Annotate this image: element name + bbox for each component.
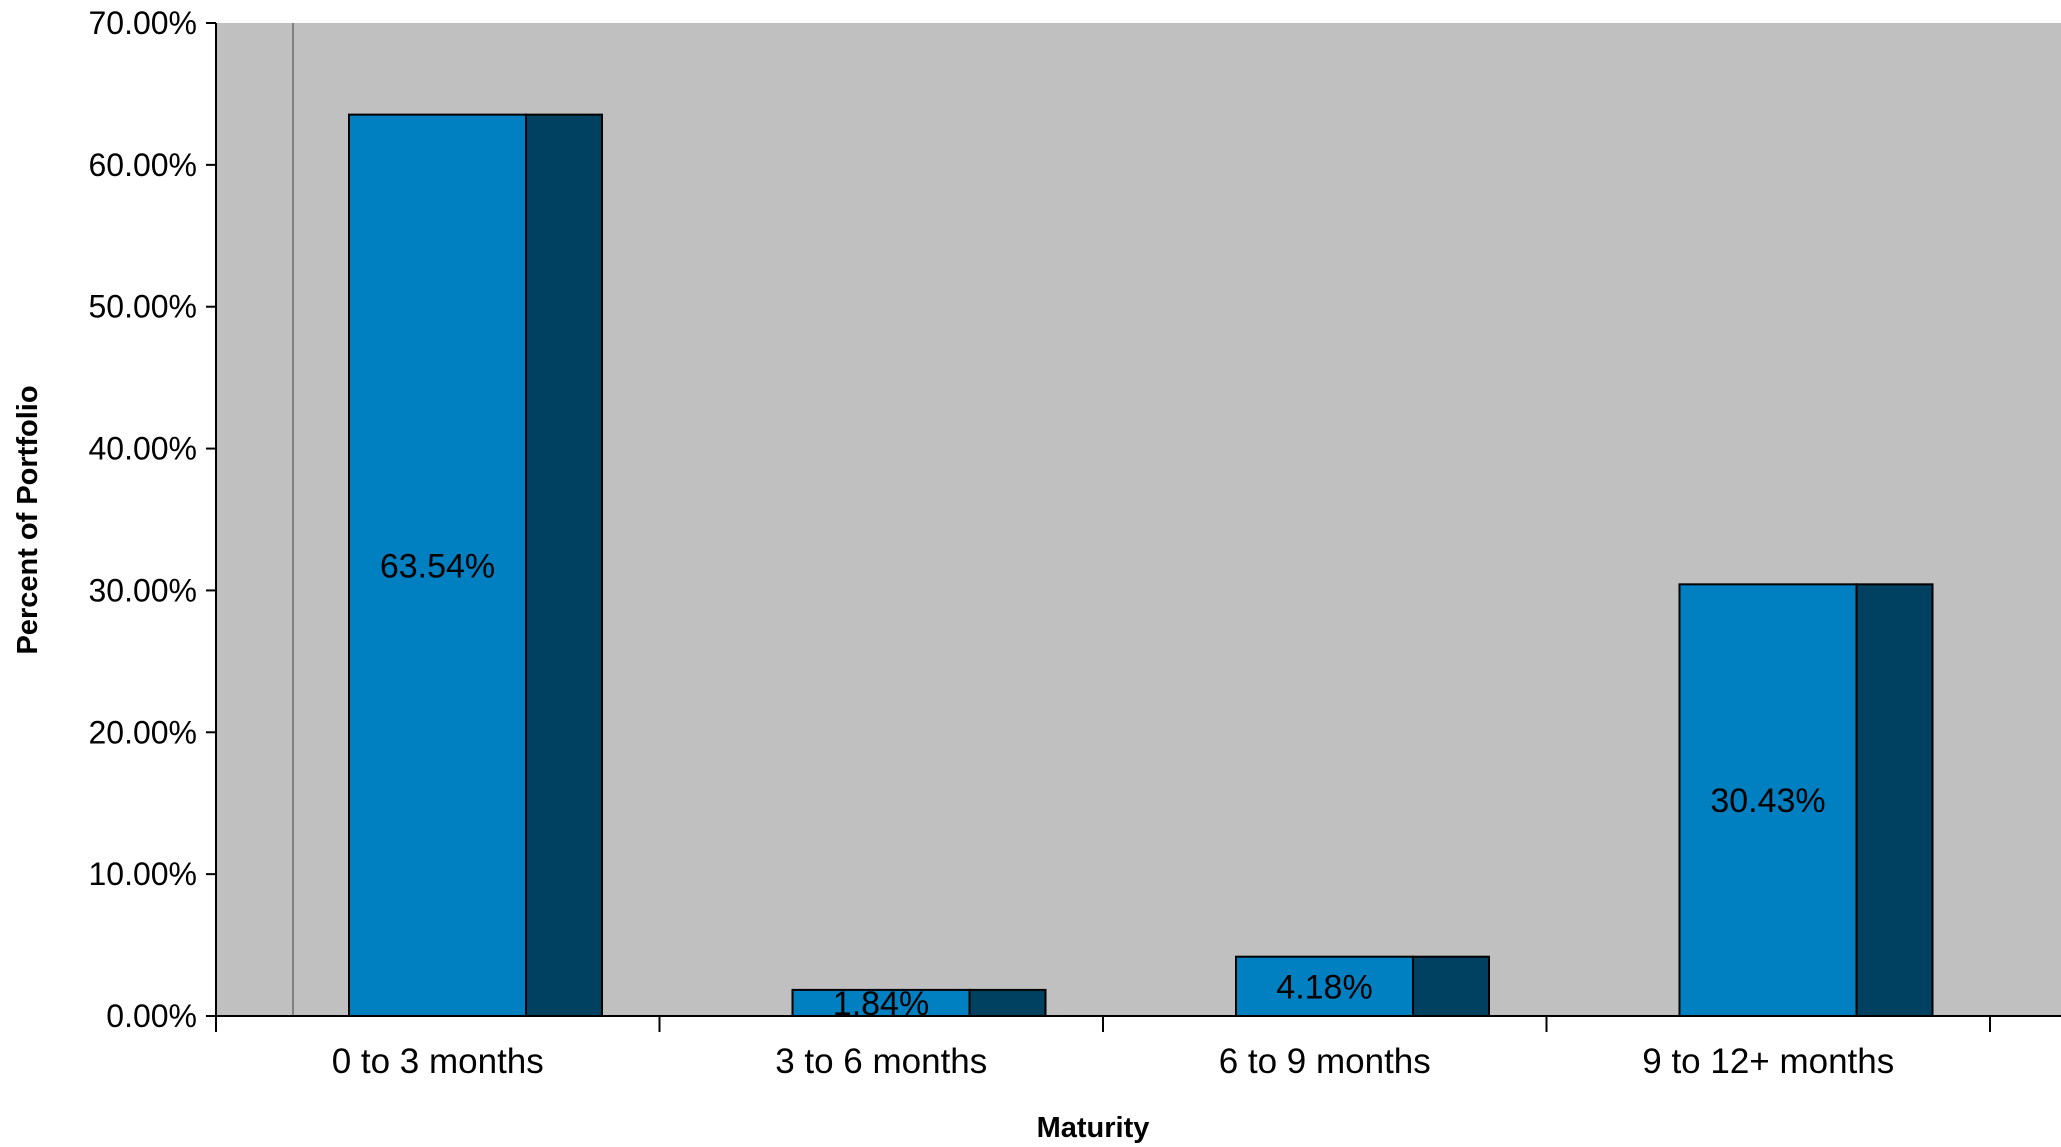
data-label-4: 30.43% [1710, 782, 1825, 820]
x-tick-label: 3 to 6 months [775, 1042, 987, 1081]
y-tick-label: 30.00% [88, 572, 197, 608]
y-tick-label: 40.00% [88, 431, 197, 467]
y-tick-label: 70.00% [88, 5, 197, 41]
x-axis-ticks: 0 to 3 months 3 to 6 months 6 to 9 months 9… [215, 1016, 1991, 1081]
bar-front-face [348, 113, 527, 1018]
x-tick-label: 6 to 9 months [1219, 1042, 1431, 1081]
bar-front-face [1678, 583, 1858, 1018]
bar-2 [791, 988, 1047, 1018]
y-tick-label: 0.00% [106, 998, 197, 1034]
bar-side-face [968, 988, 1047, 1018]
y-tick-label: 10.00% [88, 856, 197, 892]
y-axis-ticks: 0.00% 10.00% 20.00% 30.00% 40.00% 50.00% 60.00… [88, 5, 216, 1034]
bar-front-face [791, 988, 971, 1018]
y-axis-title: Percent of Portfolio [12, 385, 44, 654]
data-label-3: 4.18% [1276, 968, 1372, 1006]
x-tick-label: 0 to 3 months [332, 1042, 544, 1081]
bar-side-face [525, 113, 603, 1018]
bar-4 [1678, 583, 1934, 1018]
x-tick-label: 9 to 12+ months [1642, 1042, 1894, 1081]
bar-side-face [1412, 955, 1490, 1018]
y-tick-label: 20.00% [88, 714, 197, 750]
bar-3 [1235, 955, 1490, 1018]
y-tick-label: 50.00% [88, 289, 197, 325]
bar-side-face [1855, 583, 1934, 1018]
data-labels: 63.54% 1.84% 4.18% 30.43% [380, 547, 1826, 1023]
x-axis-title: Maturity [1037, 1112, 1150, 1144]
data-label-1: 63.54% [380, 547, 495, 585]
data-label-2: 1.84% [833, 985, 929, 1023]
y-tick-label: 60.00% [88, 147, 197, 183]
